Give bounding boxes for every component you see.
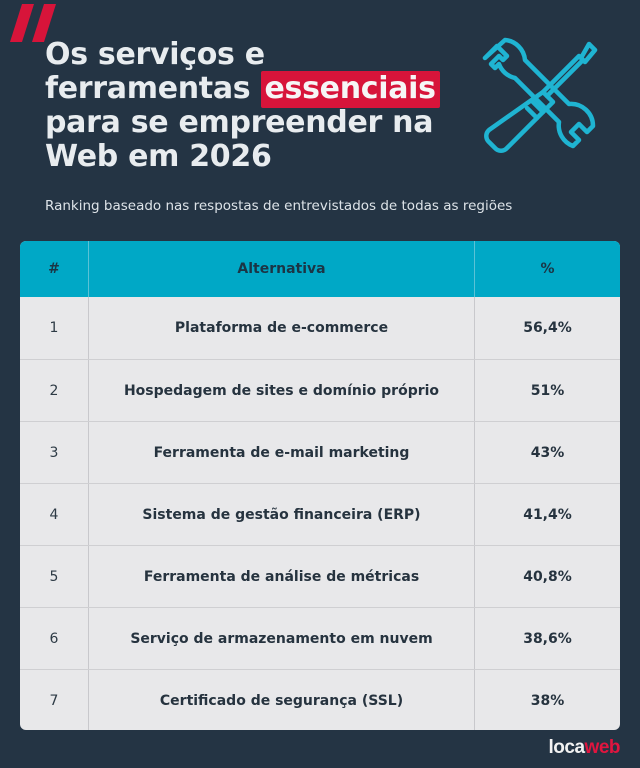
table-row: 4 Sistema de gestão financeira (ERP) 41,…: [20, 483, 620, 545]
subtitle: Ranking baseado nas respostas de entrevi…: [45, 198, 513, 214]
percent-cell: 38%: [530, 692, 565, 709]
rank-cell: 3: [20, 422, 89, 483]
table-body: 1 Plataforma de e-commerce 56,4% 2 Hospe…: [20, 297, 620, 730]
title-line-3: para se empreender na: [45, 105, 434, 140]
percent-cell: 43%: [530, 444, 565, 461]
table-row: 7 Certificado de segurança (SSL) 38%: [20, 669, 620, 730]
title-highlight: essenciais: [260, 71, 440, 108]
wrench-screwdriver-icon: [482, 37, 598, 153]
header-alternative: Alternativa: [89, 241, 475, 297]
logo-part-loca: loca: [548, 737, 586, 758]
title-word: ferramentas: [45, 71, 251, 106]
alternative-cell: Plataforma de e-commerce: [89, 297, 475, 359]
alternative-cell: Ferramenta de análise de métricas: [89, 546, 475, 607]
alternative-cell: Certificado de segurança (SSL): [89, 670, 475, 730]
page-title: Os serviços e ferramentas essenciais par…: [45, 38, 465, 174]
alternative-cell: Sistema de gestão financeira (ERP): [89, 484, 475, 545]
quote-mark-icon: [10, 4, 56, 42]
percent-cell: 38,6%: [523, 630, 572, 647]
percent-cell: 51%: [530, 382, 565, 399]
rank-cell: 2: [20, 360, 89, 421]
alternative-cell: Hospedagem de sites e domínio próprio: [89, 360, 475, 421]
title-line-2: ferramentas essenciais: [45, 71, 465, 108]
rank-cell: 4: [20, 484, 89, 545]
table-row: 2 Hospedagem de sites e domínio próprio …: [20, 359, 620, 421]
rank-cell: 5: [20, 546, 89, 607]
header-percent: %: [540, 261, 555, 277]
table-row: 6 Serviço de armazenamento em nuvem 38,6…: [20, 607, 620, 669]
alternative-cell: Serviço de armazenamento em nuvem: [89, 608, 475, 669]
logo-part-web: web: [584, 737, 621, 758]
ranking-table: # Alternativa % 1 Plataforma de e-commer…: [20, 241, 620, 730]
table-row: 1 Plataforma de e-commerce 56,4%: [20, 297, 620, 359]
percent-cell: 41,4%: [523, 506, 572, 523]
rank-cell: 7: [20, 670, 89, 730]
title-line-4: Web em 2026: [45, 139, 272, 174]
title-line-1: Os serviços e: [45, 37, 265, 72]
percent-cell: 56,4%: [523, 320, 572, 336]
header-rank: #: [20, 241, 89, 297]
table-row: 3 Ferramenta de e-mail marketing 43%: [20, 421, 620, 483]
table-row: 5 Ferramenta de análise de métricas 40,8…: [20, 545, 620, 607]
percent-cell: 40,8%: [523, 568, 572, 585]
locaweb-logo: locaweb: [548, 737, 621, 759]
table-header: # Alternativa %: [20, 241, 620, 297]
rank-cell: 6: [20, 608, 89, 669]
alternative-cell: Ferramenta de e-mail marketing: [89, 422, 475, 483]
rank-cell: 1: [20, 297, 89, 359]
